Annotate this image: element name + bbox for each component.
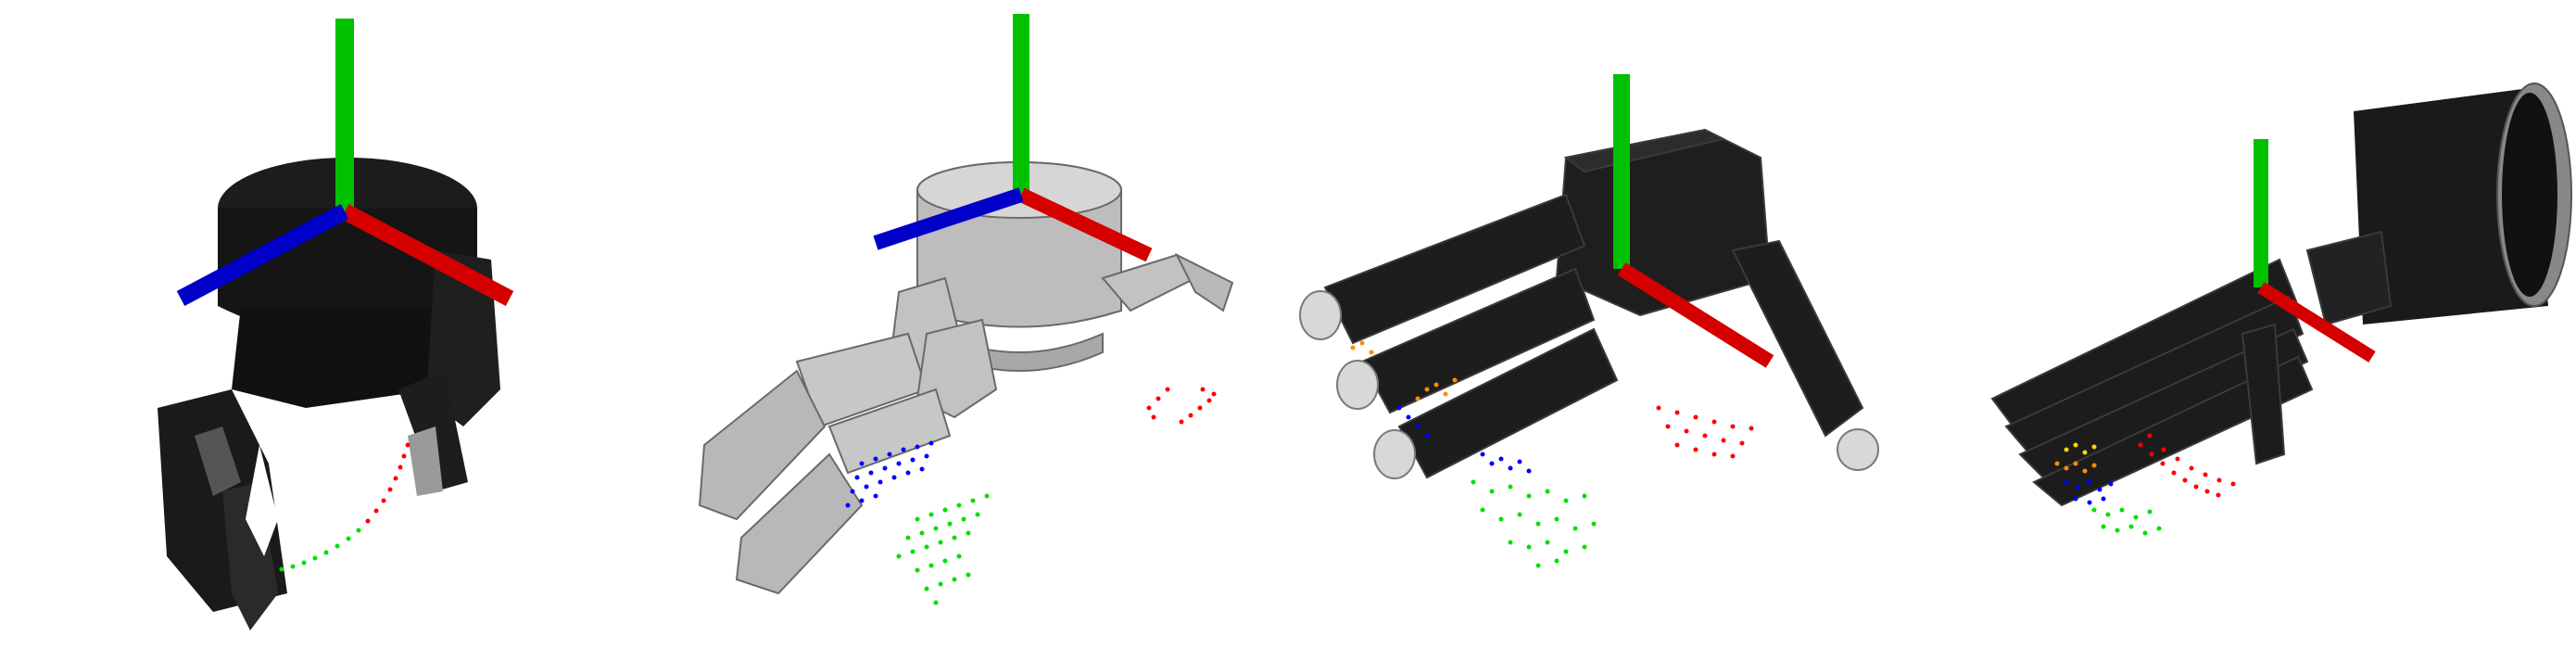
coordinate-axes	[176, 19, 514, 306]
point-cloud-red	[365, 442, 410, 524]
panel-hand-four-finger-dark	[1288, 0, 1927, 649]
point-cloud-orange	[2054, 461, 2097, 474]
hand-body-dark	[1990, 230, 2393, 507]
point-cloud-blue	[2064, 479, 2114, 505]
point-cloud-red	[1146, 387, 1217, 425]
point-cloud-orange	[1350, 340, 1458, 401]
coordinate-axes	[2254, 139, 2376, 363]
point-cloud-green	[896, 493, 990, 605]
point-cloud-yellow	[2064, 442, 2097, 455]
coordinate-axes	[873, 14, 1153, 262]
point-cloud-green	[1471, 479, 1597, 568]
panel-gripper-two-finger	[0, 0, 593, 649]
point-cloud-red	[2138, 433, 2236, 498]
panel-hand-three-finger-gray	[649, 0, 1242, 649]
point-cloud-blue	[845, 440, 934, 508]
fingertip-caps	[1299, 290, 1879, 479]
panel-hand-five-finger-dark	[1955, 0, 2576, 649]
hand-body-dark	[1323, 128, 1864, 479]
point-cloud-blue	[1396, 405, 1532, 474]
point-cloud-green	[279, 528, 361, 572]
point-cloud-green	[2091, 507, 2162, 536]
coordinate-axes	[1613, 74, 1774, 368]
wrist-cylinder	[2354, 83, 2572, 324]
point-cloud-red	[1656, 405, 1754, 459]
hand-body-gray	[698, 161, 1234, 595]
